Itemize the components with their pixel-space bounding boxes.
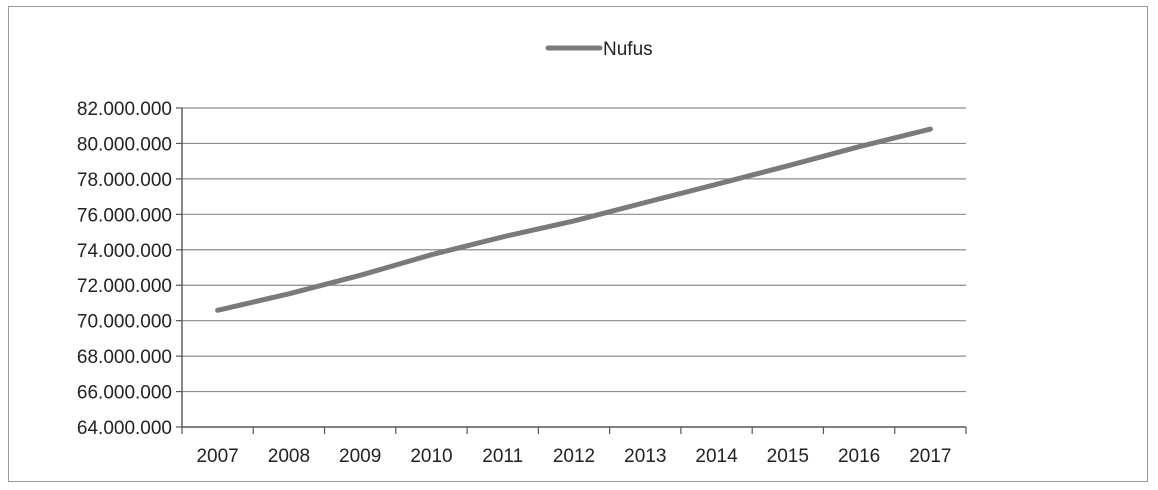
y-axis: 64.000.000 66.000.000 68.000.000 70.000.000… xyxy=(77,99,183,439)
y-tick-label: 70.000.000 xyxy=(77,312,172,333)
y-tick-label: 80.000.000 xyxy=(77,134,172,155)
x-tick-label: 2011 xyxy=(482,446,523,467)
legend-label-nufus: Nufus xyxy=(603,39,653,60)
x-tick-label: 2008 xyxy=(268,446,310,467)
x-tick-label: 2016 xyxy=(838,446,880,467)
y-tick-label: 82.000.000 xyxy=(77,99,172,120)
chart-frame xyxy=(8,6,1148,482)
series-layer xyxy=(215,126,933,313)
y-tick-label: 64.000.000 xyxy=(77,418,172,439)
x-axis: 2007 2008 2009 2010 2011 2012 2013 2014 2015 2016… xyxy=(181,426,967,467)
y-tick-label: 68.000.000 xyxy=(77,347,172,368)
y-tick-label: 74.000.000 xyxy=(77,241,172,262)
legend: Nufus xyxy=(545,39,653,60)
y-tick-label: 66.000.000 xyxy=(77,383,172,404)
y-tick-label: 72.000.000 xyxy=(77,276,172,297)
x-tick-label: 2017 xyxy=(909,446,951,467)
x-tick-label: 2010 xyxy=(410,446,452,467)
x-tick-label: 2014 xyxy=(695,446,738,467)
x-tick-label: 2013 xyxy=(624,446,666,467)
x-tick-label: 2009 xyxy=(339,446,381,467)
gridlines xyxy=(182,107,966,393)
series-line-nufus xyxy=(215,126,933,313)
y-tick-label: 78.000.000 xyxy=(77,170,172,191)
x-tick-label: 2007 xyxy=(196,446,238,467)
x-tick-label: 2015 xyxy=(767,446,809,467)
y-tick-label: 76.000.000 xyxy=(77,205,172,226)
x-tick-label: 2012 xyxy=(553,446,595,467)
